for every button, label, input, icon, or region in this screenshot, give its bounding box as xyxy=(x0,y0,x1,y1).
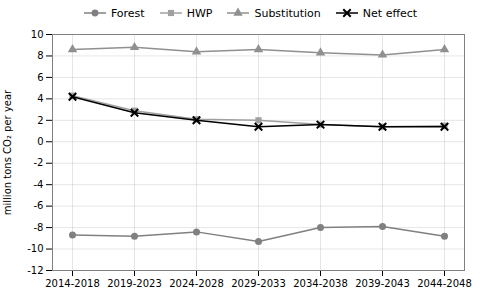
svg-text:10: 10 xyxy=(31,29,44,40)
svg-text:2034-2038: 2034-2038 xyxy=(293,278,348,289)
svg-text:-12: -12 xyxy=(27,265,43,276)
html-text:HWP: HWP xyxy=(186,6,213,20)
svg-text:0: 0 xyxy=(37,136,43,147)
svg-text:2019-2023: 2019-2023 xyxy=(107,278,162,289)
svg-text:4: 4 xyxy=(37,93,43,104)
svg-text:2044-2048: 2044-2048 xyxy=(417,278,472,289)
svg-text:-8: -8 xyxy=(34,222,44,233)
svg-text:-4: -4 xyxy=(34,179,44,190)
svg-text:8: 8 xyxy=(37,50,43,61)
html-text:Forest: Forest xyxy=(110,6,145,20)
svg-text:million tons CO₂ per year: million tons CO₂ per year xyxy=(2,89,13,215)
svg-text:2024-2028: 2024-2028 xyxy=(169,278,224,289)
svg-text:2039-2043: 2039-2043 xyxy=(355,278,410,289)
html-text:Net effect: Net effect xyxy=(362,6,418,20)
svg-text:2014-2018: 2014-2018 xyxy=(45,278,100,289)
svg-text:-6: -6 xyxy=(34,200,44,211)
svg-text:2029-2033: 2029-2033 xyxy=(231,278,286,289)
svg-text:-2: -2 xyxy=(34,157,44,168)
svg-text:6: 6 xyxy=(37,72,43,83)
svg-text:2: 2 xyxy=(37,115,43,126)
html-text:Substitution: Substitution xyxy=(254,6,321,20)
svg-text:-10: -10 xyxy=(27,243,43,254)
